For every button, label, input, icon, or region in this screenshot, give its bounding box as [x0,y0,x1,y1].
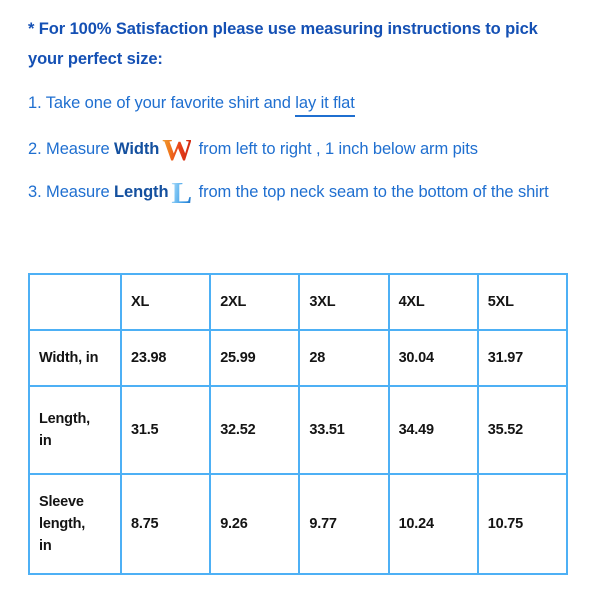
sleeve-2xl-value: 9.26 [209,473,301,575]
headline-line-1: * For 100% Satisfaction please use measu… [28,20,481,38]
width-5xl-value: 31.97 [476,329,568,387]
row-label-width: Width, in [28,329,122,387]
length-4xl-value: 34.49 [387,385,479,475]
step-3-term-length: Length [114,183,169,201]
length-3xl-value: 33.51 [298,385,390,475]
row-label-length: Length, in [28,385,122,475]
table-header-4xl: 4XL [387,273,479,331]
row-label-sleeve-length: Sleeve length, in [28,473,122,575]
instruction-step-3: 3. Measure LengthL from the top neck sea… [28,177,568,208]
measuring-instructions: * For 100% Satisfaction please use measu… [28,14,576,208]
table-header-2xl: 2XL [209,273,301,331]
sleeve-3xl-value: 9.77 [298,473,390,575]
instruction-step-2: 2. Measure WidthW from left to right , 1… [28,134,568,165]
width-3xl-value: 28 [298,329,390,387]
table-row-length: Length, in 31.5 32.52 33.51 34.49 35.52 [28,385,568,475]
table-row-width: Width, in 23.98 25.99 28 30.04 31.97 [28,329,568,387]
instructions-headline: * For 100% Satisfaction please use measu… [28,14,548,74]
width-letter-icon: W [162,132,193,167]
row-label-length-line-2: in [39,433,52,449]
step-3-suffix: from the top neck seam to the bottom of … [194,183,549,201]
table-header-3xl: 3XL [298,273,390,331]
row-label-sleeve-line-3: in [39,538,52,554]
row-label-sleeve-line-1: Sleeve [39,494,84,510]
table-row-sleeve-length: Sleeve length, in 8.75 9.26 9.77 10.24 1… [28,473,568,575]
size-chart-table: XL 2XL 3XL 4XL 5XL Width, in 23.98 25.99… [28,273,568,575]
step-1-underlined-text: lay it flat [295,94,355,112]
row-label-length-line-1: Length, [39,411,90,427]
sleeve-5xl-value: 10.75 [476,473,568,575]
table-header-5xl: 5XL [476,273,568,331]
row-label-sleeve-line-2: length, [39,516,86,532]
width-4xl-value: 30.04 [387,329,479,387]
sleeve-xl-value: 8.75 [119,473,212,575]
length-5xl-value: 35.52 [476,385,568,475]
length-xl-value: 31.5 [119,385,212,475]
headline-line-2: to pick your perfect size: [28,20,538,68]
step-2-suffix: from left to right , 1 inch below arm pi… [194,140,478,158]
sleeve-4xl-value: 10.24 [387,473,479,575]
length-letter-icon: L [171,175,192,210]
length-2xl-value: 32.52 [209,385,301,475]
table-header-row: XL 2XL 3XL 4XL 5XL [28,273,568,331]
table-header-xl: XL [119,273,212,331]
step-3-prefix: 3. Measure [28,183,115,201]
step-2-term-width: Width [114,140,160,158]
width-2xl-value: 25.99 [209,329,301,387]
step-2-prefix: 2. Measure [28,140,115,158]
instruction-step-1: 1. Take one of your favorite shirt and l… [28,88,568,118]
table-corner-cell [28,273,122,331]
step-1-text: 1. Take one of your favorite shirt and [28,94,296,112]
width-xl-value: 23.98 [119,329,212,387]
